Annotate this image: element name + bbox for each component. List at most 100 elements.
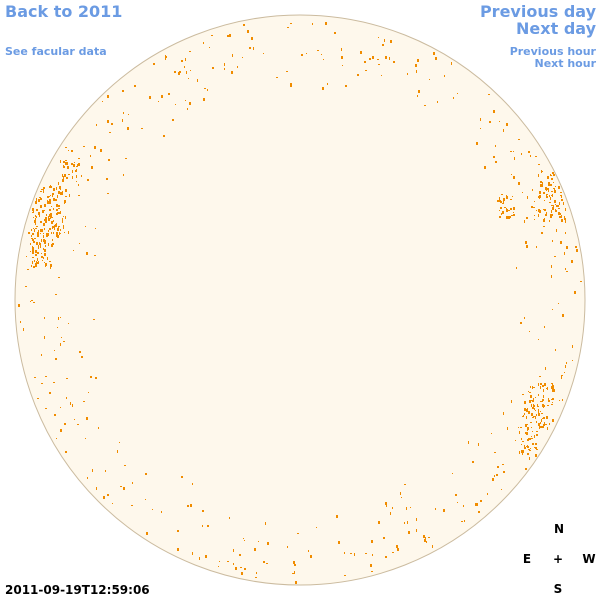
facula — [538, 394, 539, 396]
facula — [499, 199, 500, 202]
facula — [392, 507, 393, 509]
facula — [502, 203, 504, 204]
facula — [33, 217, 34, 218]
facula — [48, 218, 50, 221]
facula — [536, 431, 538, 432]
previous-hour-link[interactable]: Previous hour — [509, 45, 596, 58]
facula — [34, 260, 35, 262]
next-hour-link[interactable]: Next hour — [534, 57, 597, 70]
facula — [455, 494, 457, 496]
facula — [189, 102, 191, 105]
facula — [547, 387, 548, 390]
facula — [546, 416, 548, 419]
facula — [535, 443, 537, 445]
facula — [533, 416, 535, 417]
facula — [535, 447, 537, 449]
facular-link[interactable]: See facular data — [5, 45, 107, 58]
facula — [28, 232, 30, 234]
facula — [540, 426, 542, 428]
facula — [168, 93, 170, 95]
facula — [20, 321, 21, 323]
facula — [68, 231, 69, 234]
facula — [536, 414, 537, 416]
facula — [476, 503, 478, 506]
previous-day-link[interactable]: Previous day — [479, 2, 596, 21]
facula — [544, 422, 545, 424]
facula — [500, 207, 502, 209]
facula — [192, 483, 193, 485]
facula — [178, 72, 180, 75]
facula — [25, 286, 27, 287]
compass-west: W — [582, 552, 596, 566]
facula — [522, 452, 523, 455]
facula — [87, 477, 88, 479]
facula — [317, 50, 319, 51]
facula — [96, 124, 97, 126]
facula — [41, 189, 43, 190]
facula — [68, 174, 70, 175]
back-link[interactable]: Back to 2011 — [5, 2, 123, 21]
facula — [559, 213, 561, 215]
facula — [553, 205, 554, 208]
facula — [184, 66, 185, 68]
facula — [480, 128, 481, 129]
facula — [190, 70, 191, 71]
facula — [561, 376, 562, 379]
facula — [525, 468, 527, 470]
facula — [542, 385, 544, 387]
facula — [524, 445, 525, 447]
facula — [132, 482, 133, 484]
facula — [463, 505, 464, 507]
facula — [69, 194, 70, 197]
facula — [49, 199, 51, 202]
facula — [90, 155, 91, 157]
facula — [510, 151, 512, 152]
facula — [552, 398, 554, 400]
facula — [529, 392, 531, 393]
facula — [426, 541, 427, 543]
facula — [51, 221, 53, 224]
facula — [510, 216, 511, 218]
facula — [47, 203, 49, 204]
next-day-link[interactable]: Next day — [516, 19, 596, 38]
facula — [526, 409, 528, 412]
facula — [502, 464, 504, 465]
facula — [551, 275, 552, 278]
facula — [495, 161, 497, 163]
facula — [186, 71, 187, 74]
facula — [26, 256, 27, 257]
facula — [525, 241, 527, 244]
facula — [506, 195, 507, 197]
facula — [429, 79, 430, 80]
facula — [551, 383, 552, 384]
facula — [33, 247, 34, 248]
facula — [56, 204, 58, 207]
facula — [555, 186, 556, 187]
facula — [177, 530, 179, 532]
facula — [59, 232, 60, 235]
facula — [548, 183, 550, 186]
facula — [544, 326, 545, 328]
facula — [526, 432, 528, 435]
facula — [453, 97, 454, 99]
facula — [290, 23, 292, 24]
facula — [506, 216, 508, 219]
facula — [185, 58, 186, 61]
facula — [553, 385, 554, 388]
facula — [63, 162, 65, 163]
facula — [203, 42, 204, 44]
facula — [540, 411, 541, 412]
facula — [527, 439, 529, 441]
facula — [32, 247, 34, 250]
facula — [79, 243, 80, 244]
facula — [565, 232, 566, 234]
facula — [31, 238, 33, 239]
facula — [47, 200, 48, 203]
facula — [478, 511, 480, 513]
facula — [188, 78, 189, 79]
facula — [541, 419, 542, 422]
facula — [563, 202, 564, 205]
facula — [493, 110, 495, 113]
facula — [539, 198, 540, 199]
facula — [496, 474, 498, 476]
